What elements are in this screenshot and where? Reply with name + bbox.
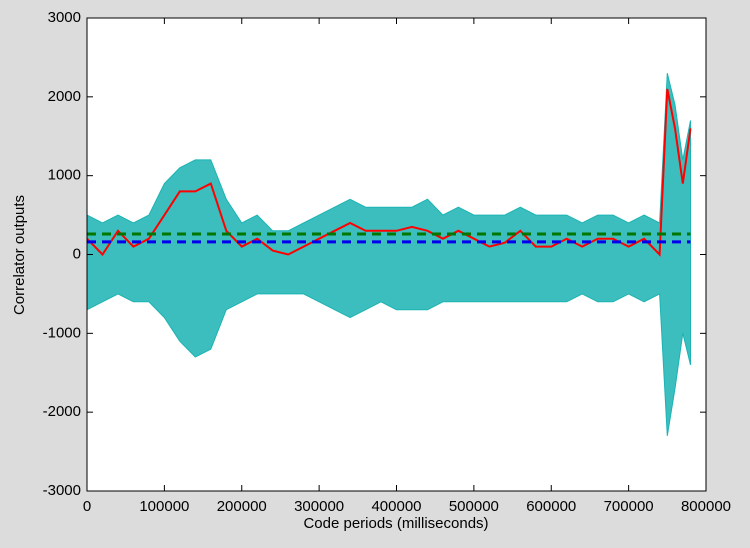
x-axis-label: Code periods (milliseconds) xyxy=(303,515,488,532)
y-tick-label: -3000 xyxy=(43,482,81,499)
marks xyxy=(86,73,692,436)
x-tick-label: 500000 xyxy=(449,498,499,515)
y-tick-label: 2000 xyxy=(48,88,81,105)
x-tick-label: 200000 xyxy=(217,498,267,515)
x-tick-label: 100000 xyxy=(139,498,189,515)
x-tick-label: 700000 xyxy=(604,498,654,515)
y-tick-label: -2000 xyxy=(43,403,81,420)
y-tick-label: 3000 xyxy=(48,9,81,26)
x-tick-label: 400000 xyxy=(371,498,421,515)
y-axis-label: Correlator outputs xyxy=(11,195,28,315)
x-tick-label: 600000 xyxy=(526,498,576,515)
x-tick-label: 0 xyxy=(83,498,91,515)
y-tick-label: 1000 xyxy=(48,167,81,184)
scatter-band xyxy=(86,73,691,436)
y-tick-label: -1000 xyxy=(43,324,81,341)
line xyxy=(86,88,692,257)
x-tick-label: 300000 xyxy=(294,498,344,515)
x-tick-label: 800000 xyxy=(681,498,731,515)
y-tick-label: 0 xyxy=(73,245,81,262)
